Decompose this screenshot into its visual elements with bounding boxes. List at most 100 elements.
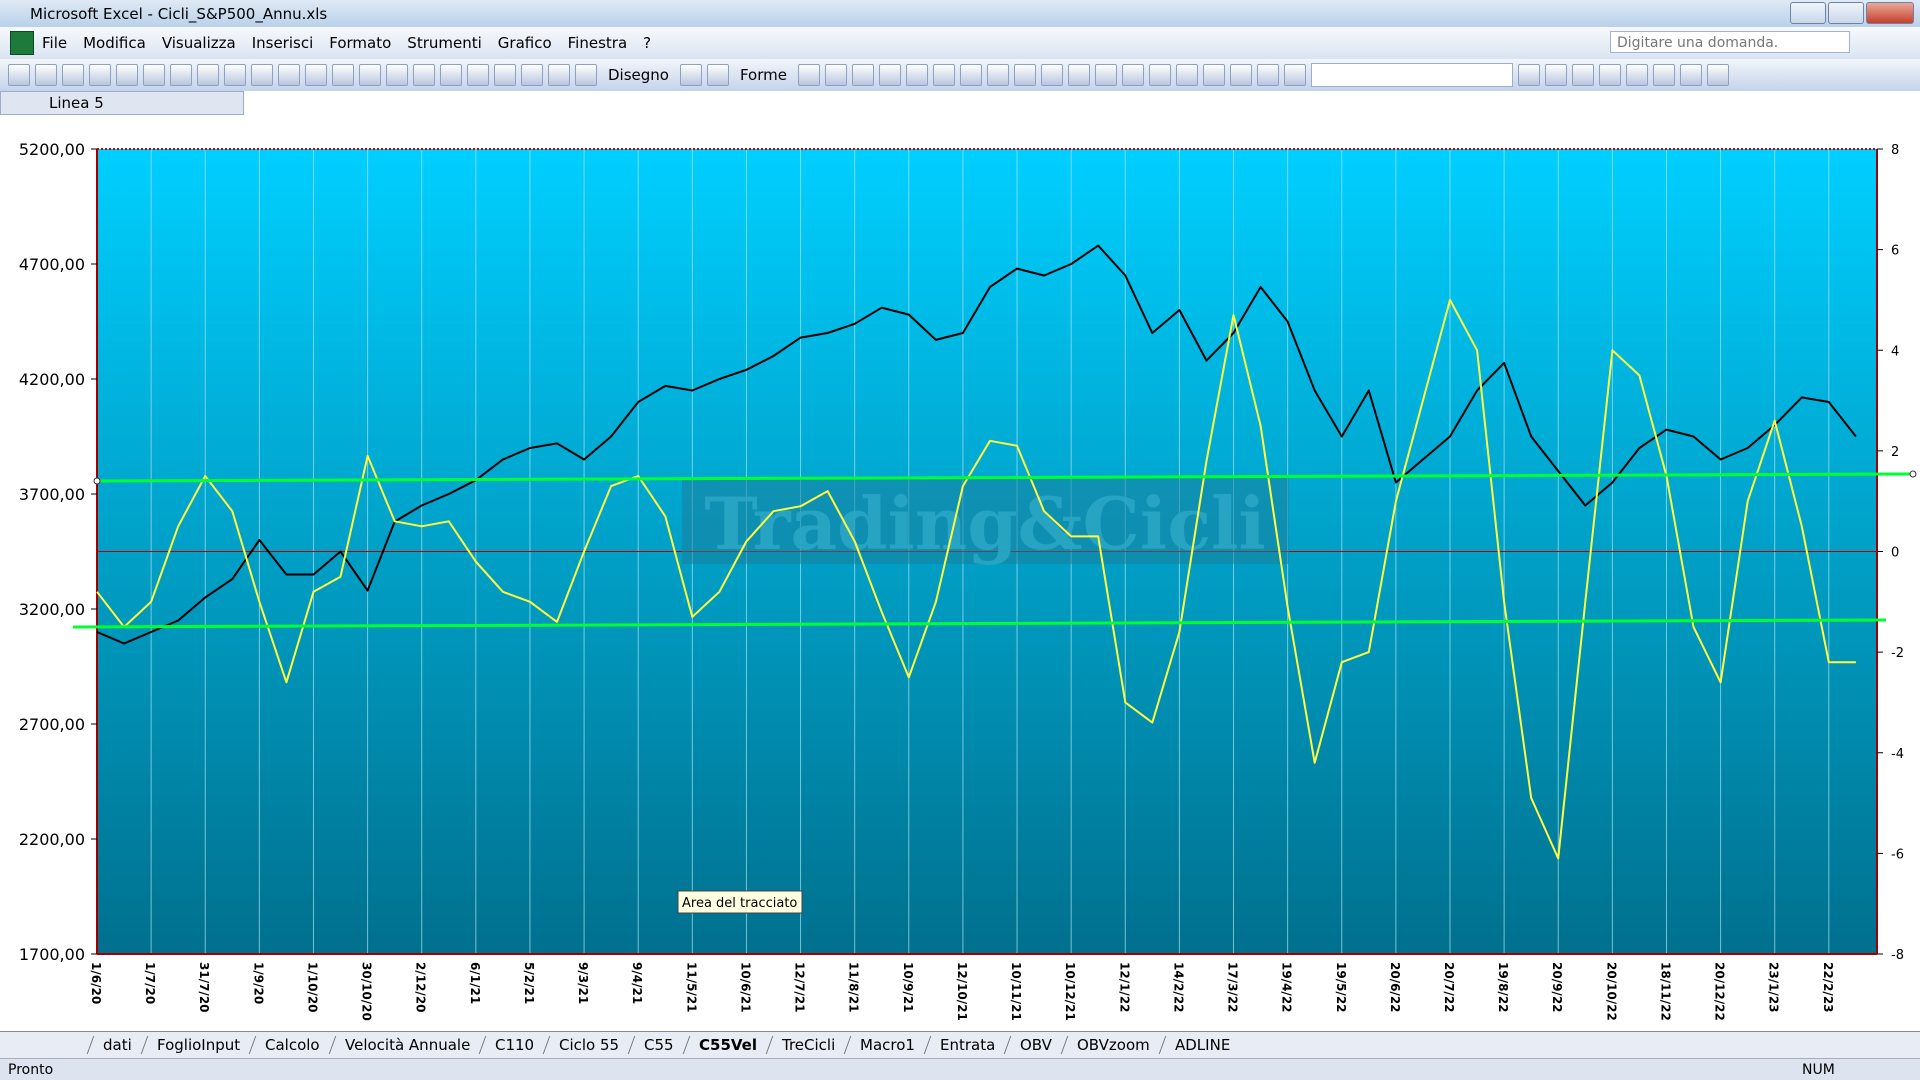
sheet-tab[interactable]: dati	[86, 1036, 148, 1054]
sheet-tab[interactable]: Velocità Annuale	[328, 1036, 486, 1054]
menu-item[interactable]: Grafico	[497, 34, 552, 52]
series-line	[96, 298, 1856, 860]
menu-item[interactable]: Visualizza	[161, 34, 236, 52]
sheet-tab[interactable]: Entrata	[923, 1036, 1011, 1054]
toolbar-button[interactable]	[1067, 64, 1090, 86]
y2-tick-label: 8	[1891, 143, 1899, 158]
toolbar-button[interactable]	[1544, 64, 1567, 86]
menu-item[interactable]: Formato	[329, 34, 392, 52]
toolbar-button[interactable]	[1175, 64, 1198, 86]
toolbar-button[interactable]	[116, 64, 138, 86]
sheet-tab[interactable]: Macro1	[843, 1036, 931, 1054]
x-tick-label: 20/6/22	[1388, 962, 1402, 1013]
num-indicator: NUM	[1802, 1062, 1835, 1078]
toolbar-button[interactable]	[359, 64, 381, 86]
toolbar-button[interactable]	[386, 64, 408, 86]
menu-item[interactable]: Finestra	[567, 34, 628, 52]
toolbar-button[interactable]	[1598, 64, 1621, 86]
sheet-tab[interactable]: Ciclo 55	[542, 1036, 635, 1054]
toolbar-button[interactable]	[1625, 64, 1648, 86]
x-tick-label: 18/11/22	[1658, 962, 1672, 1021]
toolbar-button[interactable]	[1040, 64, 1063, 86]
toolbar-button[interactable]	[1013, 64, 1036, 86]
sheet-tab-label: dati	[103, 1036, 132, 1054]
toolbar-button[interactable]	[548, 64, 570, 86]
sheet-tab[interactable]: FoglioInput	[140, 1036, 256, 1054]
toolbar-button[interactable]	[1571, 64, 1594, 86]
y2-tick-label: 0	[1891, 546, 1899, 561]
toolbar-button[interactable]	[440, 64, 462, 86]
sheet-tab[interactable]: OBV	[1003, 1036, 1068, 1054]
toolbar-button[interactable]	[1202, 64, 1225, 86]
toolbar-button[interactable]	[797, 64, 820, 86]
toolbar-button[interactable]	[986, 64, 1009, 86]
toolbar-button[interactable]	[170, 64, 192, 86]
toolbar-button[interactable]	[197, 64, 219, 86]
toolbar-button[interactable]	[905, 64, 928, 86]
font-combo[interactable]	[1310, 63, 1513, 87]
toolbar-button[interactable]	[8, 64, 30, 86]
toolbar-button[interactable]	[575, 64, 597, 86]
toolbar-button[interactable]	[878, 64, 901, 86]
toolbar-button[interactable]	[851, 64, 874, 86]
toolbar-button[interactable]	[1652, 64, 1675, 86]
y-tick-label: 3700,00	[19, 485, 85, 504]
toolbar-button[interactable]	[1679, 64, 1702, 86]
toolbar-button[interactable]	[1256, 64, 1279, 86]
maximize-button[interactable]	[1828, 2, 1864, 24]
toolbar-button[interactable]	[959, 64, 982, 86]
toolbar-button[interactable]	[932, 64, 955, 86]
toolbar-button[interactable]	[251, 64, 273, 86]
sheet-tab[interactable]: TreCicli	[765, 1036, 851, 1054]
minimize-button[interactable]	[1790, 2, 1826, 24]
menu-item[interactable]: Inserisci	[251, 34, 314, 52]
toolbar-button[interactable]	[1148, 64, 1171, 86]
sheet-tab[interactable]: OBVzoom	[1060, 1036, 1166, 1054]
y-tick-label: 2200,00	[19, 830, 85, 849]
y2-tick-label: 2	[1891, 445, 1899, 460]
toolbar-button[interactable]	[1229, 64, 1252, 86]
menu-item[interactable]: Strumenti	[407, 34, 482, 52]
toolbar-button[interactable]	[1094, 64, 1117, 86]
sheet-tab[interactable]: ADLINE	[1158, 1036, 1246, 1054]
ask-box[interactable]: Digitare una domanda.	[1610, 31, 1850, 53]
menu-item[interactable]: File	[42, 34, 68, 52]
toolbar-button[interactable]	[143, 64, 165, 86]
toolbar-button[interactable]	[521, 64, 543, 86]
menu-item[interactable]: ?	[643, 34, 652, 52]
x-tick-label: 11/5/21	[684, 962, 698, 1013]
toolbar-button[interactable]	[413, 64, 435, 86]
close-button[interactable]	[1866, 2, 1914, 24]
toolbar-button[interactable]	[305, 64, 327, 86]
toolbar-button[interactable]	[706, 64, 729, 86]
toolbar-button[interactable]	[467, 64, 489, 86]
toolbar-button[interactable]	[1121, 64, 1144, 86]
sheet-tab[interactable]: C55Vel	[682, 1036, 772, 1054]
toolbar-button[interactable]	[1283, 64, 1306, 86]
toolbar-button[interactable]	[1517, 64, 1540, 86]
toolbar-button[interactable]	[89, 64, 111, 86]
x-tick-label: 11/8/21	[847, 962, 861, 1013]
shapes-menu[interactable]: Forme	[739, 66, 787, 84]
window-buttons	[1790, 2, 1914, 24]
toolbar-button[interactable]	[1706, 64, 1729, 86]
toolbar-button[interactable]	[224, 64, 246, 86]
drawing-menu[interactable]: Disegno	[608, 66, 669, 84]
toolbar-button[interactable]	[62, 64, 84, 86]
trend-line	[96, 472, 1914, 483]
toolbar-button[interactable]	[679, 64, 702, 86]
sheet-tab-label: OBVzoom	[1077, 1036, 1150, 1054]
menu-item[interactable]: Modifica	[83, 34, 146, 52]
name-box[interactable]: Linea 5	[0, 91, 244, 115]
sheet-tab[interactable]: C110	[478, 1036, 550, 1054]
sheet-tab[interactable]: Calcolo	[248, 1036, 335, 1054]
sheet-tab[interactable]: C55	[627, 1036, 689, 1054]
toolbar-button[interactable]	[332, 64, 354, 86]
x-tick-label: 10/9/21	[901, 962, 915, 1013]
toolbar-button[interactable]	[35, 64, 57, 86]
toolbar-button[interactable]	[824, 64, 847, 86]
toolbar-button[interactable]	[278, 64, 300, 86]
x-tick-label: 1/6/20	[89, 962, 103, 1004]
toolbar-button[interactable]	[494, 64, 516, 86]
sheet-tab-label: OBV	[1020, 1036, 1053, 1054]
